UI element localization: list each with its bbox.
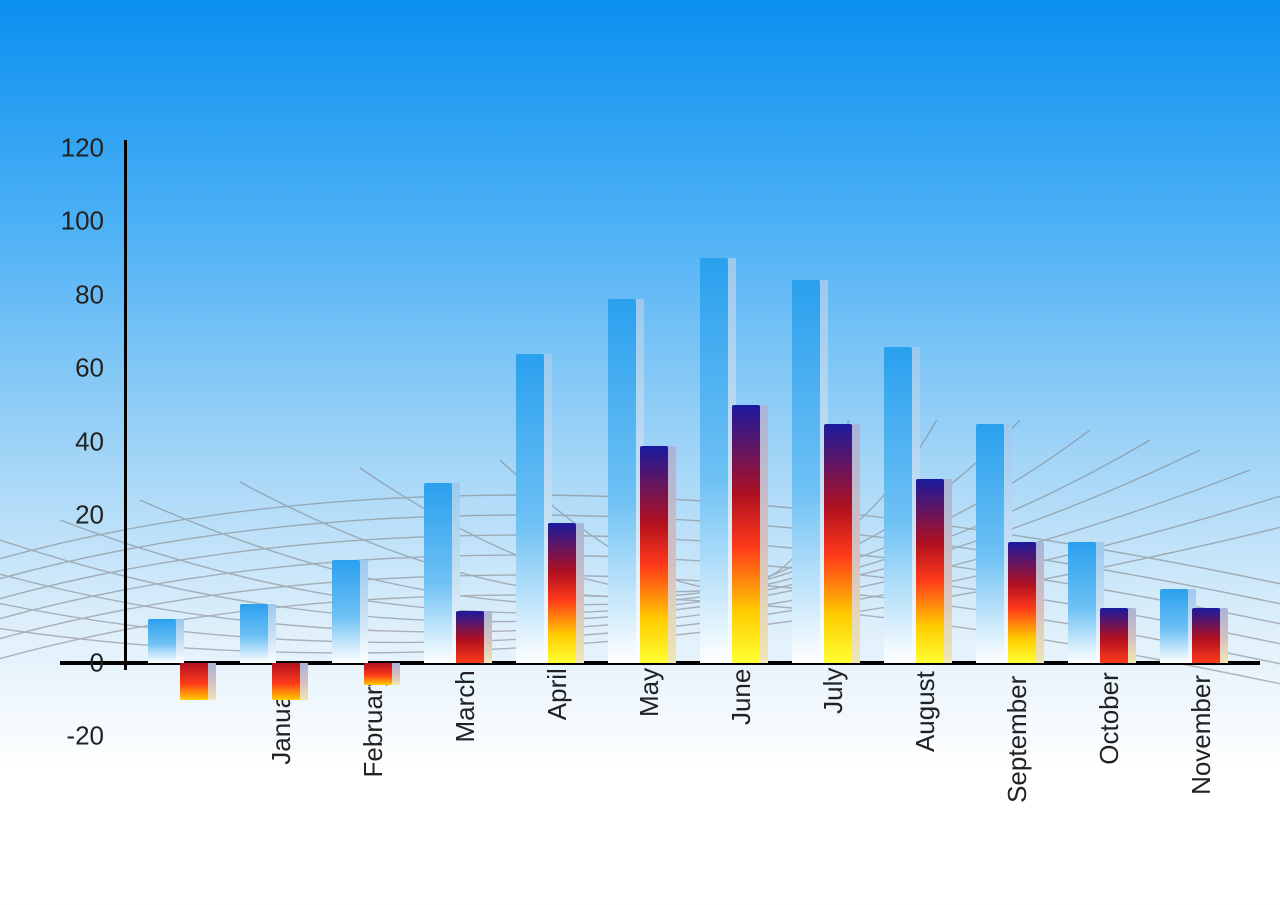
y-tick-label: 20: [32, 500, 104, 531]
month-label: June: [654, 669, 757, 725]
month-label: July: [746, 668, 849, 714]
month-label: March: [378, 670, 481, 742]
y-tick-label: 60: [32, 353, 104, 384]
secondary-bar: [1100, 608, 1128, 663]
primary-bar: [700, 258, 728, 663]
secondary-bar: [824, 424, 852, 663]
y-tick-label: -20: [32, 721, 104, 752]
secondary-bar: [732, 405, 760, 663]
primary-bar: [976, 424, 1004, 663]
month-label: May: [562, 668, 665, 717]
primary-bar: [240, 604, 268, 663]
month-label: December: [1206, 675, 1280, 795]
y-tick-label: 80: [32, 280, 104, 311]
y-tick-label: 40: [32, 427, 104, 458]
secondary-bar: [1192, 608, 1220, 663]
month-label: October: [1022, 672, 1125, 765]
month-label: November: [1114, 675, 1217, 795]
month-label: September: [930, 676, 1033, 803]
month-label: April: [470, 668, 573, 720]
y-tick-label: 0: [32, 648, 104, 679]
y-tick-label: 100: [32, 206, 104, 237]
plot-area: JanuaryFebruaryMarchAprilMayJuneJulyAugu…: [128, 148, 1238, 663]
secondary-bar: [916, 479, 944, 663]
primary-bar: [516, 354, 544, 663]
primary-bar: [148, 619, 176, 663]
primary-bar: [424, 483, 452, 663]
month-label: February: [286, 673, 389, 777]
primary-bar: [608, 299, 636, 663]
secondary-bar: [1008, 542, 1036, 663]
primary-bar: [792, 280, 820, 663]
secondary-bar: [456, 611, 484, 663]
secondary-bar: [640, 446, 668, 663]
secondary-bar: [548, 523, 576, 663]
primary-bar: [1160, 589, 1188, 663]
y-axis-line: [124, 140, 127, 670]
primary-bar: [884, 347, 912, 663]
primary-bar: [1068, 542, 1096, 663]
monthly-bar-chart: 120 100 80 60 40 20 0 -20 JanuaryFebruar…: [0, 0, 1280, 905]
primary-bar: [332, 560, 360, 663]
y-tick-label: 120: [32, 133, 104, 164]
month-label: August: [838, 671, 941, 752]
